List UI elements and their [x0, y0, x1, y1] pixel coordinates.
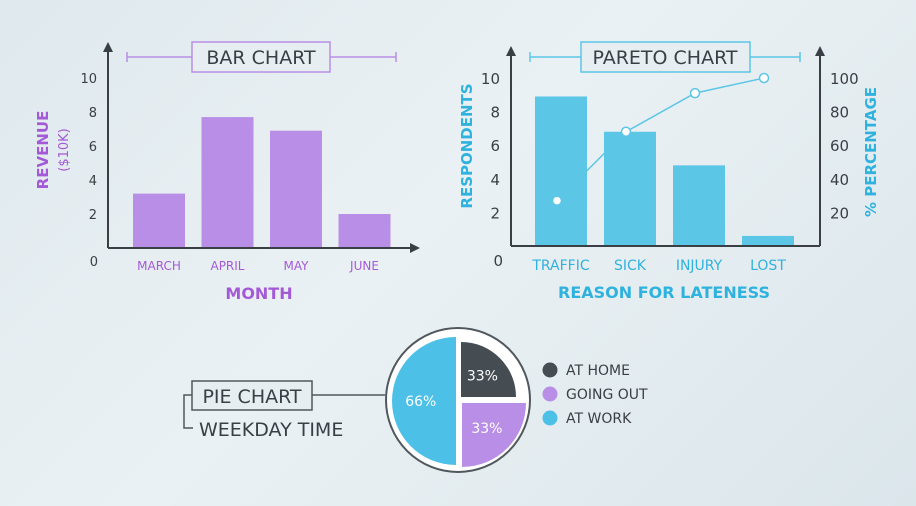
bar-may: [270, 130, 322, 247]
pareto-y2-tick-label: 80: [830, 104, 849, 122]
pareto-line-point: [620, 126, 632, 138]
bar-x-tick-label: MARCH: [137, 259, 181, 273]
pie-legend: AT HOME GOING OUT AT WORK: [542, 362, 648, 427]
bar-y-tick-label: 2: [89, 208, 97, 223]
pareto-y-ticks: 0 2 4 6 8 10: [481, 70, 503, 270]
pareto-x-tick-label: TRAFFIC: [531, 258, 590, 274]
pareto-x-tick-label: INJURY: [676, 258, 723, 274]
pareto-chart-title: PARETO CHART: [592, 47, 737, 69]
pareto-y2-tick-label: 60: [830, 137, 849, 155]
pareto-line-point: [689, 87, 701, 99]
bar-chart-title: BAR CHART: [206, 47, 316, 69]
pareto-chart: PARETO CHART 0 2 4 6 8 10 20 40 60 80 100 TRAFFIC…: [458, 41, 880, 302]
pareto-cumulative-line: [551, 72, 770, 206]
legend-label: AT HOME: [566, 363, 630, 379]
legend-label: GOING OUT: [566, 387, 648, 403]
pareto-line-path: [556, 77, 765, 202]
bar-y-tick-label: 0: [90, 255, 98, 270]
pie-slice-at-home: [461, 342, 516, 397]
bar-y-tick-label: 6: [89, 140, 97, 155]
bar-y-axis-label: REVENUE: [34, 111, 52, 190]
pareto-y2-tick-label: 100: [830, 70, 859, 88]
bar-bars: [133, 117, 391, 247]
pie-slice-going-out: [462, 403, 526, 467]
legend-swatch-icon: [542, 386, 558, 402]
bar-y-tick-label: 4: [89, 174, 97, 189]
bar-y-ticks: 0 2 4 6 8 10: [80, 72, 98, 270]
pareto-y-tick-label: 4: [490, 171, 500, 189]
pareto-x-tick-label: LOST: [750, 258, 786, 274]
pareto-bar-injury: [673, 165, 725, 245]
bar-title-box: [191, 41, 331, 73]
pie-title-box: [191, 380, 313, 411]
legend-swatch-icon: [542, 410, 558, 426]
pareto-y-tick-label: 6: [490, 137, 500, 155]
bar-june: [338, 214, 391, 247]
pareto-title-box: [580, 41, 751, 73]
pie-chart-subtitle: WEEKDAY TIME: [199, 419, 343, 441]
pareto-bar-traffic: [535, 96, 587, 245]
pareto-y2-tick-label: 20: [830, 204, 849, 222]
bar-april: [201, 117, 254, 247]
pareto-y-tick-label: 0: [493, 252, 503, 270]
bar-x-ticks: MARCH APRIL MAY JUNE: [137, 259, 379, 273]
pie-slice-label: 33%: [471, 421, 502, 437]
bar-y-tick-label: 10: [80, 72, 97, 87]
pareto-y2-axis-arrow-icon: [815, 46, 825, 56]
pareto-x-axis-label: REASON FOR LATENESS: [558, 283, 770, 302]
bar-x-tick-label: APRIL: [210, 259, 244, 273]
legend-swatch-icon: [542, 362, 558, 378]
pareto-y2-tick-label: 40: [830, 171, 849, 189]
pareto-y-tick-label: 2: [490, 204, 500, 222]
pareto-y-tick-label: 8: [490, 104, 500, 122]
pareto-bar-sick: [604, 131, 656, 245]
pareto-y-axis-arrow-icon: [506, 46, 516, 56]
pareto-y2-axis-label: % PERCENTAGE: [862, 87, 880, 217]
bar-x-tick-label: MAY: [284, 259, 310, 273]
pareto-line-point: [758, 72, 770, 84]
pie-chart: PIE CHART WEEKDAY TIME 33% 33% 66% AT HOME…: [183, 327, 648, 473]
bar-y-axis-arrow-icon: [103, 42, 113, 52]
bar-x-axis-label: MONTH: [225, 284, 292, 303]
bar-chart: BAR CHART 0 2 4 6 8 10 MARCH APRIL MAY JUNE MONT…: [34, 41, 420, 303]
pie-slice-at-work: [392, 337, 456, 465]
pareto-x-tick-label: SICK: [614, 258, 647, 274]
bar-march: [133, 193, 185, 247]
pareto-bar-lost: [742, 235, 794, 245]
bar-x-tick-label: JUNE: [349, 259, 379, 273]
pareto-line-point: [551, 195, 563, 206]
pie-chart-title: PIE CHART: [202, 386, 301, 408]
pie-slice-label: 66%: [405, 394, 436, 410]
pareto-y-tick-label: 10: [481, 70, 500, 88]
pie-slice-label: 33%: [467, 369, 498, 385]
pie-title-bracket: [183, 394, 193, 429]
bar-y-tick-label: 8: [89, 106, 97, 121]
pareto-bars: [535, 96, 794, 245]
pareto-y-axis-label: RESPONDENTS: [458, 83, 476, 208]
pie-slices: 33% 33% 66%: [392, 337, 526, 467]
pareto-x-ticks: TRAFFIC SICK INJURY LOST: [531, 258, 786, 274]
legend-label: AT WORK: [566, 411, 632, 427]
pareto-y2-ticks: 20 40 60 80 100: [830, 70, 859, 222]
bar-y-axis-unit: ($10K): [57, 128, 72, 171]
bar-x-axis-arrow-icon: [410, 243, 420, 253]
